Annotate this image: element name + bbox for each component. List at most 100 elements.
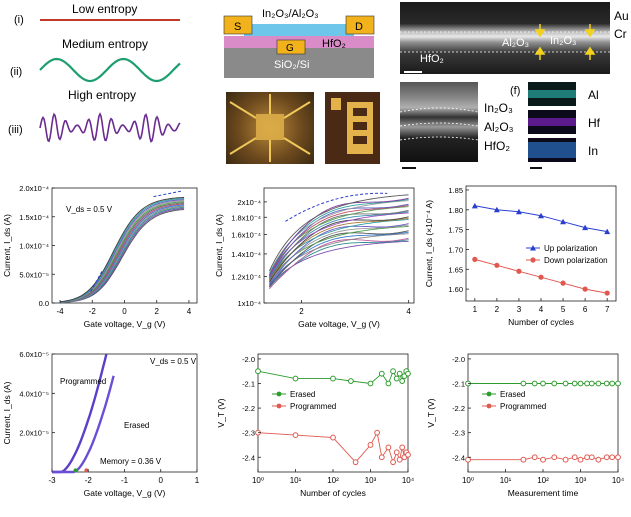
- x-tick-label: 10⁰: [462, 476, 474, 485]
- erased-label: Erased: [124, 421, 149, 430]
- data-point: [393, 449, 400, 456]
- memory-curve: [52, 375, 115, 474]
- x-tick-label: 10¹: [500, 476, 512, 485]
- legend-label: Erased: [500, 390, 525, 399]
- memory-marker: [84, 468, 89, 473]
- data-point: [493, 206, 500, 213]
- data-point: [399, 378, 406, 384]
- x-axis-label: Gate voltage, V_g (V): [84, 488, 166, 498]
- y-tick-label: 1.5x10⁻⁴: [19, 213, 49, 222]
- transfer-linear-chart: -4 -2 0 2 4 0.0 5.0x10⁻⁵ 1.0x10⁻⁴ 1.5x10⁻⁴ 2.0x10…: [2, 184, 198, 329]
- y-tick-label: 2.0x10⁻⁴: [19, 184, 49, 193]
- data-point: [540, 380, 546, 387]
- y-tick-label: -2.4: [242, 453, 255, 462]
- data-point: [560, 218, 567, 225]
- polarization-chart: Up polarization Down polarization 1 2 3 4 5 6 7 1…: [424, 185, 617, 327]
- medium-entropy-wave: [39, 57, 181, 83]
- x-tick-label: 2: [299, 307, 304, 316]
- tem-top-overlay: Au Cr Al₂O₃ In₂O₃ HfO₂: [400, 9, 629, 73]
- data-point: [347, 378, 354, 384]
- series-line: [474, 205, 608, 233]
- x-tick-label: 3: [517, 305, 522, 314]
- y-axis-label: V_T (V): [216, 398, 226, 427]
- y-tick-label: -2.0: [452, 355, 465, 364]
- data-point: [588, 454, 595, 461]
- tem-layer-image: [400, 82, 478, 162]
- tem-alox-label: Al₂O₃: [502, 37, 529, 49]
- x-tick-label: 0: [122, 307, 127, 316]
- transfer-log-curve: [269, 203, 409, 279]
- data-point: [367, 442, 374, 448]
- entropy-panel: (i) Low entropy (ii) Medium entropy (iii…: [8, 2, 181, 143]
- data-point: [378, 454, 385, 461]
- memory-curve: [52, 353, 108, 474]
- device-closeup-pattern: [331, 98, 373, 154]
- data-point: [584, 380, 591, 387]
- legend-marker: [486, 403, 492, 409]
- data-point: [330, 375, 336, 382]
- y-axis-label: Current, I_ds (A): [2, 381, 12, 444]
- y-tick-label: -2.4: [452, 453, 465, 462]
- data-point: [562, 380, 569, 387]
- data-point: [390, 368, 396, 375]
- source-label: S: [234, 21, 241, 33]
- data-point: [604, 290, 610, 296]
- data-point: [399, 444, 406, 451]
- memory-marker: [73, 468, 78, 473]
- gate-electrode: [276, 39, 306, 55]
- x-tick-label: 5: [561, 305, 566, 314]
- data-point: [588, 380, 595, 387]
- transfer-log-curve: [269, 209, 409, 281]
- x-tick-label: -3: [48, 476, 56, 485]
- y-tick-label: 0.0: [39, 299, 49, 308]
- tem-cross-section: [400, 2, 610, 74]
- plot-frame: [257, 353, 409, 473]
- data-point: [516, 268, 522, 274]
- tem-au-label: Au: [614, 9, 629, 23]
- data-point: [515, 208, 522, 215]
- x-tick-label: 10⁰: [252, 476, 264, 485]
- legend-marker: [530, 257, 536, 263]
- y-tick-label: -2.3: [452, 429, 465, 438]
- legend-marker: [530, 245, 536, 251]
- x-tick-label: 10⁴: [402, 476, 415, 485]
- data-point: [571, 454, 578, 461]
- y-tick-label: -2.3: [242, 429, 255, 438]
- transfer-curve: [60, 196, 185, 303]
- drain-contact: [345, 15, 375, 35]
- legend-label: Erased: [290, 390, 315, 399]
- y-tick-label: 1.4x10⁻⁴: [231, 250, 261, 259]
- x-tick-label: 6: [583, 305, 588, 314]
- medium-entropy-label: Medium entropy: [62, 37, 148, 51]
- legend-label: Up polarization: [544, 244, 597, 253]
- plot-frame: [263, 187, 415, 304]
- memory-window-chart: Programmed Erased V_ds = 0.5 V Memory = 0.3…: [2, 350, 200, 498]
- device-schematic: SiO₂/Si G HfO₂ S D In₂O₃/Al₂O₃: [223, 8, 375, 78]
- y-tick-label: -2.1: [242, 380, 255, 389]
- legend-marker: [276, 391, 282, 397]
- y-tick-label: 1.8x10⁻⁴: [231, 213, 261, 222]
- data-point: [393, 375, 400, 382]
- data-point: [390, 459, 396, 466]
- data-point: [562, 456, 569, 463]
- tem-cr-label: Cr: [614, 27, 627, 41]
- transfer-log-curve: [268, 197, 409, 276]
- x-tick-label: -1: [121, 476, 129, 485]
- data-point: [603, 454, 610, 461]
- data-point: [582, 224, 589, 231]
- data-point: [595, 456, 602, 463]
- x-axis-label: Gate voltage, V_g (V): [84, 319, 166, 329]
- y-axis-label: V_T (V): [426, 398, 436, 427]
- drain-label: D: [355, 21, 363, 33]
- source-contact: [223, 15, 253, 35]
- x-tick-label: 4: [539, 305, 544, 314]
- y-tick-label: -2.0: [242, 355, 255, 364]
- data-point: [385, 380, 392, 387]
- y-tick-label: 4.0x10⁻⁵: [19, 389, 49, 398]
- data-point: [405, 370, 411, 377]
- y-tick-label: 1.60: [448, 285, 463, 294]
- data-point: [577, 456, 584, 463]
- plot-frame: [467, 353, 619, 473]
- data-point: [584, 454, 591, 461]
- endurance-chart: Erased Programmed 10⁰ 10¹ 10² 10³ 10⁴ -2.0 -2.1 -…: [216, 353, 415, 498]
